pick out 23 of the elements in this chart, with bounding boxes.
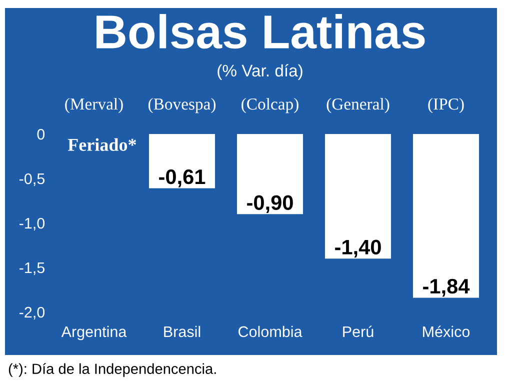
data-label: -1,84 xyxy=(423,278,470,297)
y-tick-label: -1,5 xyxy=(19,262,44,275)
y-tick-label: 0 xyxy=(37,128,45,140)
data-label: -0,90 xyxy=(247,195,293,214)
data-label: -1,40 xyxy=(335,240,381,258)
x-tick-label: Perú xyxy=(343,326,374,338)
text: (*): Día de la Independencencia. xyxy=(8,363,216,377)
x-tick-label: Argentina xyxy=(61,326,127,340)
y-tick-label: -1,0 xyxy=(19,218,45,230)
y-tick-label: -2,0 xyxy=(19,306,45,320)
annotation: Feriado* xyxy=(68,138,136,151)
text: (IPC) xyxy=(428,98,464,114)
chart-subtitle: (% Var. día) xyxy=(218,64,302,80)
x-tick-label: México xyxy=(423,326,470,338)
chart-title: Bolsas Latinas xyxy=(96,14,425,49)
text: (Colcap) xyxy=(242,98,298,114)
data-label: -0,61 xyxy=(159,169,206,188)
y-tick-label: -0,5 xyxy=(19,173,44,186)
x-tick-label: Brasil xyxy=(164,326,200,338)
text: (Bovespa) xyxy=(148,98,216,114)
text: (Merval) xyxy=(65,98,123,114)
text: (General) xyxy=(326,98,390,114)
x-tick-label: Colombia xyxy=(238,326,302,338)
